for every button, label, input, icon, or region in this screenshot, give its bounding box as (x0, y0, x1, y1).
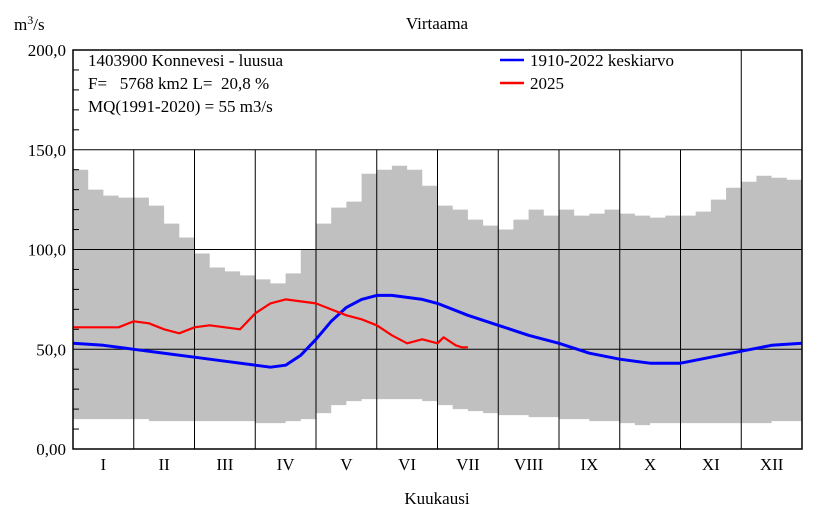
x-tick-label: XI (702, 455, 720, 474)
info-area-background (73, 50, 802, 150)
legend-label-2025: 2025 (530, 74, 564, 93)
y-axis-label: m3/s (14, 13, 45, 34)
info-line-area: F= 5768 km2 L= 20,8 % (88, 74, 269, 93)
info-line-mq: MQ(1991-2020) = 55 m3/s (88, 97, 273, 116)
x-tick-label: I (101, 455, 107, 474)
x-tick-label: X (644, 455, 656, 474)
y-axis-label-sup: 3 (27, 13, 33, 27)
y-axis-label-tail: /s (33, 15, 44, 34)
series-line-1 (73, 298, 468, 349)
chart-info-box: 1403900 Konnevesi - luusua F= 5768 km2 L… (88, 51, 283, 116)
x-axis-label: Kuukausi (404, 489, 469, 508)
y-tick-label: 100,0 (28, 241, 66, 260)
y-axis-label-base: m (14, 15, 27, 34)
plot-frame (72, 49, 803, 450)
y-tick-label: 0,00 (36, 440, 66, 459)
x-tick-label: VIII (514, 455, 544, 474)
info-line-station: 1403900 Konnevesi - luusua (88, 51, 283, 70)
x-tick-label: VI (398, 455, 416, 474)
y-tick-label: 50,0 (36, 340, 66, 359)
x-tick-label: VII (456, 455, 480, 474)
chart-title: Virtaama (406, 14, 469, 33)
legend-label-mean: 1910-2022 keskiarvo (530, 51, 674, 70)
x-tick-label: IV (277, 455, 296, 474)
x-tick-label: IX (580, 455, 598, 474)
y-tick-label: 150,0 (28, 141, 66, 160)
x-tick-label: V (340, 455, 353, 474)
x-tick-label: XII (760, 455, 784, 474)
series-line-0 (72, 293, 803, 369)
x-tick-label: II (158, 455, 170, 474)
x-tick-label: III (216, 455, 233, 474)
legend: 1910-2022 keskiarvo 2025 (500, 51, 674, 93)
y-tick-label: 200,0 (28, 41, 66, 60)
